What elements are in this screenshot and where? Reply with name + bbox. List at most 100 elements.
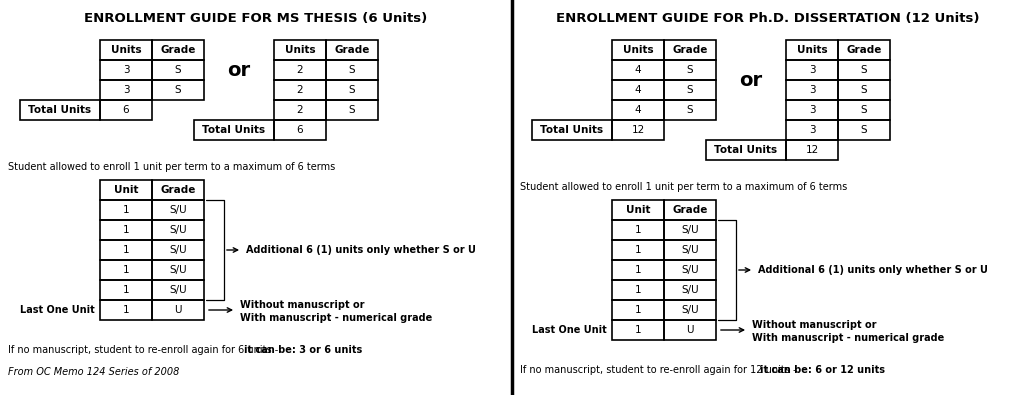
Text: If no manuscript, student to re-enroll again for 12 units -: If no manuscript, student to re-enroll a… — [520, 365, 800, 375]
Bar — [100, 200, 152, 220]
Text: S: S — [861, 105, 867, 115]
Text: Units: Units — [285, 45, 315, 55]
Text: 1: 1 — [635, 245, 641, 255]
Text: Grade: Grade — [161, 45, 196, 55]
Bar — [100, 300, 152, 320]
Bar — [786, 120, 838, 140]
Text: Unit: Unit — [114, 185, 138, 195]
Text: S/U: S/U — [169, 265, 186, 275]
Text: Grade: Grade — [846, 45, 882, 55]
Text: With manuscript - numerical grade: With manuscript - numerical grade — [752, 333, 944, 343]
Text: S/U: S/U — [681, 265, 698, 275]
Bar — [152, 300, 204, 320]
Text: S: S — [175, 85, 181, 95]
Text: S/U: S/U — [681, 245, 698, 255]
Text: Grade: Grade — [161, 185, 196, 195]
Text: U: U — [174, 305, 181, 315]
Bar — [838, 40, 890, 60]
Text: If no manuscript, student to re-enroll again for 6 units -: If no manuscript, student to re-enroll a… — [8, 345, 282, 355]
Bar — [100, 40, 152, 60]
Text: 2: 2 — [297, 65, 303, 75]
Bar — [664, 240, 716, 260]
Text: From OC Memo 124 Series of 2008: From OC Memo 124 Series of 2008 — [8, 367, 179, 377]
Bar — [274, 100, 326, 120]
Bar — [152, 260, 204, 280]
Text: Total Units: Total Units — [29, 105, 91, 115]
Bar — [838, 60, 890, 80]
Bar — [274, 40, 326, 60]
Text: S: S — [349, 65, 355, 75]
Bar — [786, 60, 838, 80]
Text: 1: 1 — [123, 305, 129, 315]
Text: S: S — [861, 125, 867, 135]
Bar — [612, 260, 664, 280]
Text: S: S — [861, 65, 867, 75]
Text: S/U: S/U — [681, 285, 698, 295]
Bar — [100, 80, 152, 100]
Text: With manuscript - numerical grade: With manuscript - numerical grade — [240, 313, 432, 323]
Text: it can be: 6 or 12 units: it can be: 6 or 12 units — [760, 365, 885, 375]
Text: S: S — [687, 85, 693, 95]
Text: S/U: S/U — [681, 225, 698, 235]
Text: Last One Unit: Last One Unit — [20, 305, 95, 315]
Text: or: or — [739, 70, 763, 90]
Bar — [612, 100, 664, 120]
Text: 3: 3 — [809, 105, 815, 115]
Text: 4: 4 — [635, 65, 641, 75]
Bar — [664, 320, 716, 340]
Bar — [100, 60, 152, 80]
Text: S: S — [687, 105, 693, 115]
Text: 4: 4 — [635, 105, 641, 115]
Text: 6: 6 — [297, 125, 303, 135]
Bar — [664, 260, 716, 280]
Text: 2: 2 — [297, 105, 303, 115]
Text: S/U: S/U — [169, 225, 186, 235]
Bar — [664, 200, 716, 220]
Bar — [612, 40, 664, 60]
Text: S: S — [349, 105, 355, 115]
Bar — [326, 80, 378, 100]
Bar — [326, 100, 378, 120]
Text: Additional 6 (1) units only whether S or U: Additional 6 (1) units only whether S or… — [246, 245, 476, 255]
Text: Student allowed to enroll 1 unit per term to a maximum of 6 terms: Student allowed to enroll 1 unit per ter… — [520, 182, 847, 192]
Bar — [274, 120, 326, 140]
Bar — [612, 320, 664, 340]
Text: S: S — [175, 65, 181, 75]
Bar — [612, 80, 664, 100]
Bar — [100, 100, 152, 120]
Bar — [612, 200, 664, 220]
Text: 3: 3 — [123, 65, 129, 75]
Bar — [664, 60, 716, 80]
Bar — [152, 180, 204, 200]
Bar — [152, 60, 204, 80]
Text: Total Units: Total Units — [203, 125, 265, 135]
Text: Additional 6 (1) units only whether S or U: Additional 6 (1) units only whether S or… — [758, 265, 988, 275]
Bar — [706, 140, 786, 160]
Text: S/U: S/U — [169, 285, 186, 295]
Text: Total Units: Total Units — [715, 145, 777, 155]
Text: 1: 1 — [635, 325, 641, 335]
Text: S/U: S/U — [169, 205, 186, 215]
Bar — [100, 240, 152, 260]
Text: Unit: Unit — [626, 205, 650, 215]
Bar — [532, 120, 612, 140]
Bar — [612, 220, 664, 240]
Text: Grade: Grade — [334, 45, 370, 55]
Text: 2: 2 — [297, 85, 303, 95]
Bar — [194, 120, 274, 140]
Text: 1: 1 — [123, 285, 129, 295]
Bar — [838, 100, 890, 120]
Bar — [100, 280, 152, 300]
Bar — [612, 280, 664, 300]
Bar — [152, 80, 204, 100]
Bar — [786, 140, 838, 160]
Text: 3: 3 — [809, 125, 815, 135]
Text: Student allowed to enroll 1 unit per term to a maximum of 6 terms: Student allowed to enroll 1 unit per ter… — [8, 162, 335, 172]
Bar — [152, 40, 204, 60]
Text: ENROLLMENT GUIDE FOR Ph.D. DISSERTATION (12 Units): ENROLLMENT GUIDE FOR Ph.D. DISSERTATION … — [556, 12, 980, 25]
Text: S: S — [349, 85, 355, 95]
Bar — [100, 220, 152, 240]
Bar — [664, 80, 716, 100]
Text: S/U: S/U — [681, 305, 698, 315]
Text: 1: 1 — [123, 205, 129, 215]
